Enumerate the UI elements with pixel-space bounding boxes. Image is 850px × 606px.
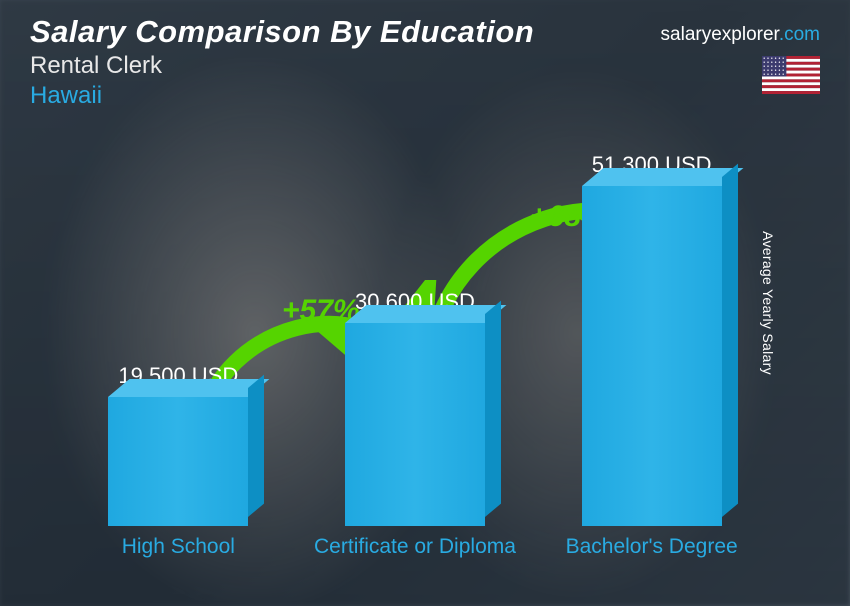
bar-group: 19,500 USD [60, 363, 296, 526]
bar-front-face [345, 323, 485, 526]
bar-label: High School [60, 530, 296, 586]
bar-front-face [582, 186, 722, 526]
bar [108, 397, 248, 526]
bar-top-face [108, 379, 269, 397]
bar-top-face [345, 305, 506, 323]
flag-icon [762, 56, 820, 94]
bar-label: Certificate or Diploma [297, 530, 533, 586]
bar-group: 30,600 USD [297, 289, 533, 526]
labels-area: High SchoolCertificate or DiplomaBachelo… [60, 530, 770, 586]
location: Hawaii [30, 82, 820, 110]
bar [582, 186, 722, 526]
bar [345, 323, 485, 526]
bar-label: Bachelor's Degree [533, 530, 769, 586]
job-title: Rental Clerk [30, 52, 820, 80]
bar-top-face [582, 168, 743, 186]
bar-side-face [485, 301, 501, 517]
bars-area: 19,500 USD30,600 USD51,300 USD [60, 130, 770, 526]
chart-container: Salary Comparison By Education Rental Cl… [0, 0, 850, 606]
brand-logo: salaryexplorer.com [661, 24, 820, 46]
bar-chart: +57% +68% 19,500 USD30,600 USD51,300 USD… [60, 130, 770, 586]
bar-group: 51,300 USD [533, 152, 769, 526]
bar-side-face [248, 375, 264, 517]
bar-front-face [108, 397, 248, 526]
brand-tld: .com [779, 24, 820, 45]
brand-name: salaryexplorer [661, 24, 779, 45]
bar-side-face [722, 164, 738, 517]
